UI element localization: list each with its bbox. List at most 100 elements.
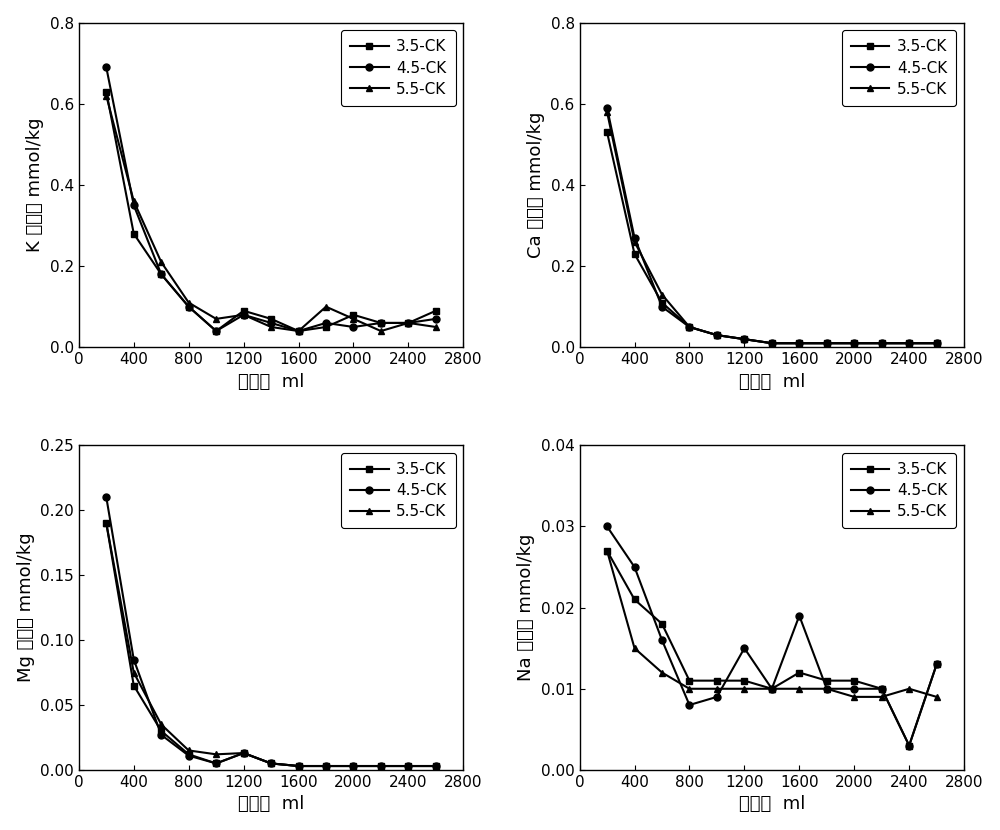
4.5-CK	[183, 750, 195, 760]
4.5-CK	[629, 232, 641, 242]
4.5-CK	[402, 318, 414, 328]
4.5-CK	[876, 684, 888, 694]
Line: 4.5-CK: 4.5-CK	[604, 523, 940, 749]
5.5-CK	[903, 339, 915, 349]
4.5-CK	[375, 761, 387, 771]
Line: 3.5-CK: 3.5-CK	[103, 520, 439, 769]
5.5-CK	[100, 518, 112, 528]
4.5-CK	[601, 521, 613, 531]
3.5-CK	[903, 740, 915, 750]
5.5-CK	[155, 720, 167, 730]
5.5-CK	[347, 314, 359, 324]
5.5-CK	[210, 749, 222, 759]
4.5-CK	[347, 761, 359, 771]
4.5-CK	[766, 684, 778, 694]
Legend: 3.5-CK, 4.5-CK, 5.5-CK: 3.5-CK, 4.5-CK, 5.5-CK	[842, 31, 956, 106]
5.5-CK	[793, 684, 805, 694]
5.5-CK	[876, 339, 888, 349]
3.5-CK	[293, 761, 305, 771]
Legend: 3.5-CK, 4.5-CK, 5.5-CK: 3.5-CK, 4.5-CK, 5.5-CK	[842, 453, 956, 529]
Line: 5.5-CK: 5.5-CK	[103, 92, 439, 334]
4.5-CK	[430, 314, 442, 324]
5.5-CK	[876, 692, 888, 702]
4.5-CK	[738, 643, 750, 653]
3.5-CK	[347, 761, 359, 771]
5.5-CK	[629, 237, 641, 247]
3.5-CK	[265, 759, 277, 769]
5.5-CK	[293, 761, 305, 771]
4.5-CK	[210, 326, 222, 336]
3.5-CK	[738, 676, 750, 686]
3.5-CK	[711, 676, 723, 686]
5.5-CK	[656, 290, 668, 300]
3.5-CK	[402, 318, 414, 328]
5.5-CK	[848, 339, 860, 349]
3.5-CK	[793, 339, 805, 349]
4.5-CK	[931, 339, 943, 349]
5.5-CK	[210, 314, 222, 324]
4.5-CK	[155, 269, 167, 279]
Line: 4.5-CK: 4.5-CK	[103, 494, 439, 769]
5.5-CK	[293, 326, 305, 336]
4.5-CK	[238, 748, 250, 758]
3.5-CK	[238, 748, 250, 758]
5.5-CK	[183, 745, 195, 755]
4.5-CK	[793, 339, 805, 349]
Legend: 3.5-CK, 4.5-CK, 5.5-CK: 3.5-CK, 4.5-CK, 5.5-CK	[341, 453, 456, 529]
Line: 3.5-CK: 3.5-CK	[604, 547, 940, 749]
5.5-CK	[738, 334, 750, 344]
5.5-CK	[848, 692, 860, 702]
Y-axis label: Mg 释放量 mmol/kg: Mg 释放量 mmol/kg	[17, 533, 35, 682]
4.5-CK	[711, 330, 723, 340]
5.5-CK	[100, 90, 112, 100]
3.5-CK	[128, 681, 140, 691]
5.5-CK	[347, 761, 359, 771]
3.5-CK	[821, 676, 833, 686]
5.5-CK	[629, 643, 641, 653]
4.5-CK	[656, 635, 668, 645]
3.5-CK	[430, 761, 442, 771]
4.5-CK	[320, 318, 332, 328]
3.5-CK	[656, 298, 668, 308]
4.5-CK	[656, 302, 668, 312]
3.5-CK	[155, 726, 167, 736]
4.5-CK	[738, 334, 750, 344]
5.5-CK	[656, 667, 668, 677]
3.5-CK	[430, 305, 442, 315]
5.5-CK	[903, 684, 915, 694]
4.5-CK	[320, 761, 332, 771]
4.5-CK	[903, 740, 915, 750]
5.5-CK	[793, 339, 805, 349]
3.5-CK	[848, 676, 860, 686]
3.5-CK	[375, 761, 387, 771]
4.5-CK	[821, 339, 833, 349]
4.5-CK	[683, 700, 695, 710]
5.5-CK	[601, 546, 613, 556]
3.5-CK	[876, 684, 888, 694]
5.5-CK	[430, 322, 442, 332]
5.5-CK	[931, 692, 943, 702]
Line: 3.5-CK: 3.5-CK	[604, 129, 940, 347]
5.5-CK	[375, 326, 387, 336]
4.5-CK	[402, 761, 414, 771]
5.5-CK	[265, 759, 277, 769]
4.5-CK	[821, 684, 833, 694]
3.5-CK	[793, 667, 805, 677]
4.5-CK	[931, 660, 943, 670]
3.5-CK	[629, 249, 641, 259]
3.5-CK	[210, 759, 222, 769]
4.5-CK	[711, 692, 723, 702]
Y-axis label: Ca 释放量 mmol/kg: Ca 释放量 mmol/kg	[527, 112, 545, 258]
4.5-CK	[293, 326, 305, 336]
5.5-CK	[683, 684, 695, 694]
4.5-CK	[128, 655, 140, 665]
5.5-CK	[128, 667, 140, 677]
3.5-CK	[766, 684, 778, 694]
3.5-CK	[210, 326, 222, 336]
X-axis label: 淡溶量  ml: 淡溶量 ml	[238, 795, 304, 813]
4.5-CK	[848, 684, 860, 694]
3.5-CK	[738, 334, 750, 344]
Y-axis label: K 释放量 mmol/kg: K 释放量 mmol/kg	[26, 118, 44, 252]
3.5-CK	[601, 546, 613, 556]
Line: 5.5-CK: 5.5-CK	[604, 109, 940, 347]
